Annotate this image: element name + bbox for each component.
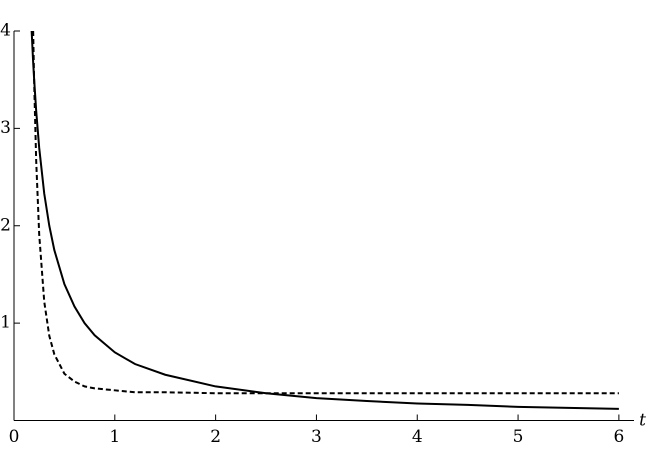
plot-area <box>30 31 619 410</box>
series-line <box>32 31 619 395</box>
y-tick-label: 2 <box>0 215 11 235</box>
y-tick-label: 3 <box>0 118 11 138</box>
y-tick-label: 4 <box>0 21 11 41</box>
series-line <box>30 31 619 410</box>
y-tick-label: 1 <box>0 313 11 333</box>
x-tick-label: 1 <box>109 427 120 447</box>
x-tick-label: 6 <box>613 427 624 447</box>
x-tick-label: 2 <box>210 427 221 447</box>
x-tick-label: 3 <box>311 427 322 447</box>
x-axis-label: t <box>639 411 646 431</box>
x-tick-label: 5 <box>513 427 524 447</box>
x-tick-label: 0 <box>9 427 20 447</box>
x-tick-label: 4 <box>412 427 423 447</box>
